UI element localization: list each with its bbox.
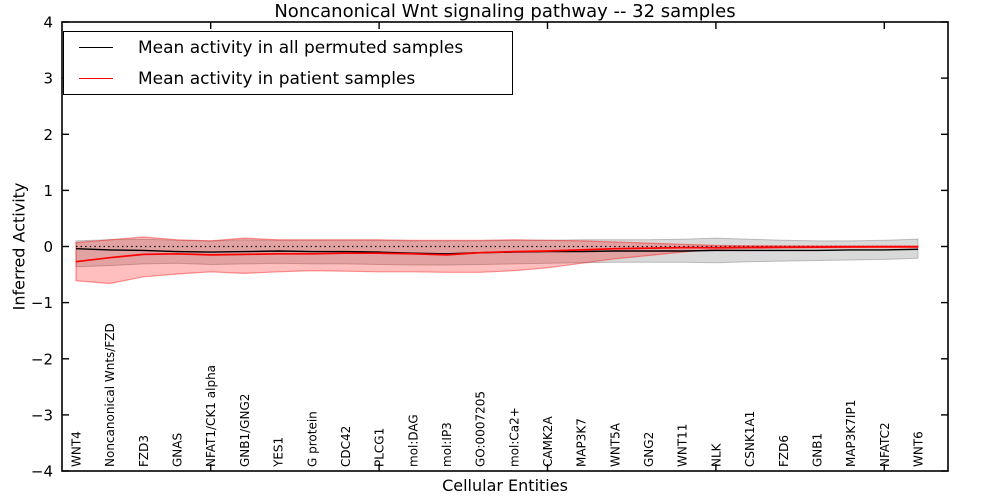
y-tick-label: −1 bbox=[31, 294, 53, 312]
y-tick-label: 2 bbox=[43, 126, 53, 144]
legend-label-patient: Mean activity in patient samples bbox=[138, 68, 416, 89]
legend: Mean activity in all permuted samples Me… bbox=[63, 31, 513, 95]
x-category-label: GNB1/GNG2 bbox=[238, 394, 252, 467]
x-category-label: CAMK2A bbox=[541, 416, 555, 467]
legend-entry-patient: Mean activity in patient samples bbox=[64, 65, 512, 92]
x-category-label: WNT6 bbox=[912, 431, 926, 467]
legend-line-patient-swatch bbox=[79, 78, 113, 79]
x-category-label: WNT11 bbox=[676, 424, 690, 467]
x-category-label: WNT5A bbox=[608, 422, 622, 467]
x-category-label: mol:DAG bbox=[406, 414, 420, 467]
x-category-label: CSNK1A1 bbox=[743, 411, 757, 467]
x-category-label: mol:IP3 bbox=[440, 422, 454, 467]
x-category-label: GNB1 bbox=[811, 433, 825, 467]
y-tick-label: 0 bbox=[43, 238, 53, 256]
x-category-label: GNG2 bbox=[642, 432, 656, 467]
y-tick-label: −4 bbox=[31, 463, 53, 481]
legend-label-permuted: Mean activity in all permuted samples bbox=[138, 37, 464, 58]
x-category-label: CDC42 bbox=[339, 426, 353, 467]
y-tick-label: 1 bbox=[43, 182, 53, 200]
patient-mean-line bbox=[75, 245, 918, 263]
legend-line-permuted-swatch bbox=[79, 47, 113, 48]
x-category-label: Noncanonical Wnts/FZD bbox=[103, 323, 117, 467]
x-category-label: GO:0007205 bbox=[474, 391, 488, 467]
x-category-label: WNT4 bbox=[70, 431, 84, 467]
x-category-label: mol:Ca2+ bbox=[507, 407, 521, 467]
y-tick-label: 3 bbox=[43, 70, 53, 88]
x-category-label: NLK bbox=[709, 442, 723, 467]
legend-entry-permuted: Mean activity in all permuted samples bbox=[64, 34, 512, 61]
x-category-label: YES1 bbox=[272, 437, 286, 468]
x-category-label: MAP3K7IP1 bbox=[844, 400, 858, 467]
x-category-label: FZD6 bbox=[777, 435, 791, 467]
x-category-label: G protein bbox=[305, 411, 319, 467]
x-category-label: MAP3K7 bbox=[575, 418, 589, 467]
x-category-label: GNAS bbox=[171, 433, 185, 467]
x-axis-label: Cellular Entities bbox=[442, 476, 568, 495]
y-tick-label: −2 bbox=[31, 350, 53, 368]
x-category-label: PLCG1 bbox=[373, 428, 387, 467]
y-tick-label: 4 bbox=[43, 14, 53, 32]
chart-title: Noncanonical Wnt signaling pathway -- 32… bbox=[274, 1, 736, 22]
y-tick-label: −3 bbox=[31, 406, 53, 424]
x-category-label: NFAT1/CK1 alpha bbox=[204, 365, 218, 467]
x-category-label: FZD3 bbox=[137, 435, 151, 467]
x-category-label: NFATC2 bbox=[878, 422, 892, 467]
y-axis-label: Inferred Activity bbox=[9, 182, 29, 311]
